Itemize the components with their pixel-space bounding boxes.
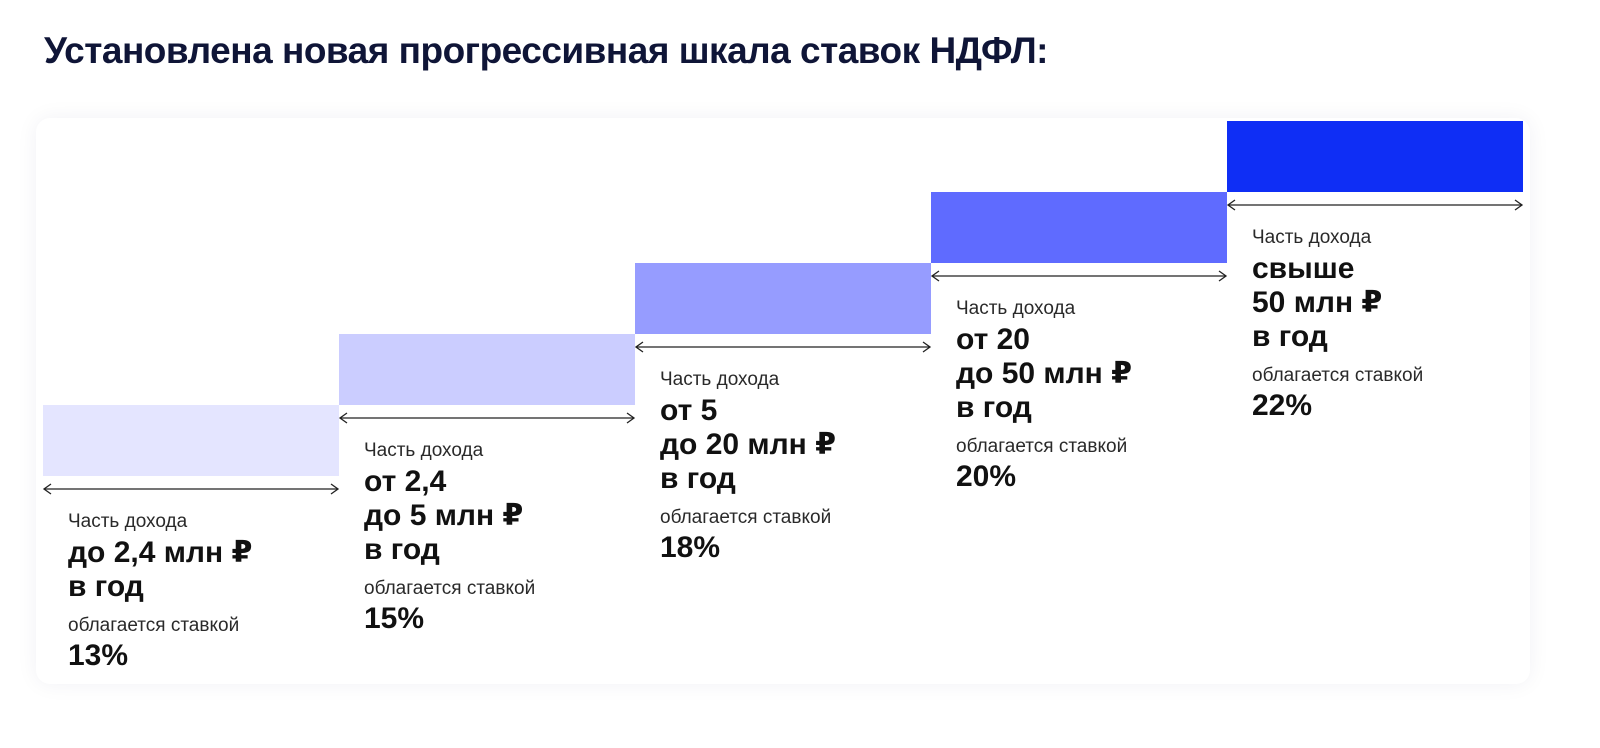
income-range-line: в год bbox=[364, 533, 440, 566]
income-range-line: 50 млн ₽ bbox=[1252, 286, 1383, 319]
income-range: от 2,4 до 5 млн ₽ в год bbox=[364, 465, 535, 567]
income-range-line: до 5 млн ₽ bbox=[364, 499, 524, 532]
tier-bar-1 bbox=[43, 405, 339, 476]
tier-bar-3 bbox=[635, 263, 931, 334]
tier-text-1: Часть дохода до 2,4 млн ₽ в год облагается … bbox=[68, 510, 252, 674]
income-range-line: в год bbox=[956, 391, 1032, 424]
tax-rate: 20% bbox=[956, 460, 1017, 493]
tax-rate: 18% bbox=[660, 531, 721, 564]
income-range-line: от 5 bbox=[660, 394, 718, 427]
range-arrow-5 bbox=[1226, 198, 1524, 212]
income-range-line: в год bbox=[1252, 320, 1328, 353]
income-part-caption: Часть дохода bbox=[956, 298, 1076, 319]
tier-bar-2 bbox=[339, 334, 635, 405]
income-part-caption: Часть дохода bbox=[660, 369, 780, 390]
income-range-line: свыше bbox=[1252, 252, 1355, 285]
tax-scale-panel bbox=[36, 118, 1530, 684]
tier-text-3: Часть дохода от 5 до 20 млн ₽ в год облагает… bbox=[660, 368, 836, 566]
income-range-line: от 2,4 bbox=[364, 465, 447, 498]
income-range-line: в год bbox=[68, 570, 144, 603]
tier-text-2: Часть дохода от 2,4 до 5 млн ₽ в год облагае… bbox=[364, 439, 535, 637]
income-part-caption: Часть дохода bbox=[364, 440, 484, 461]
income-range-line: от 20 bbox=[956, 323, 1030, 356]
range-arrow-1 bbox=[42, 482, 340, 496]
rate-caption: облагается ставкой bbox=[68, 615, 240, 636]
range-arrow-3 bbox=[634, 340, 932, 354]
rate-caption: облагается ставкой bbox=[660, 507, 832, 528]
tier-text-4: Часть дохода от 20 до 50 млн ₽ в год облагае… bbox=[956, 297, 1132, 495]
income-range: свыше 50 млн ₽ в год bbox=[1252, 252, 1423, 354]
income-range: от 20 до 50 млн ₽ в год bbox=[956, 323, 1132, 425]
rate-caption: облагается ставкой bbox=[364, 578, 536, 599]
tax-rate: 22% bbox=[1252, 389, 1313, 422]
tax-rate: 15% bbox=[364, 602, 425, 635]
income-part-caption: Часть дохода bbox=[68, 511, 188, 532]
income-part-caption: Часть дохода bbox=[1252, 227, 1372, 248]
income-range: от 5 до 20 млн ₽ в год bbox=[660, 394, 836, 496]
page-title: Установлена новая прогрессивная шкала ст… bbox=[44, 30, 1049, 71]
income-range-line: до 20 млн ₽ bbox=[660, 428, 836, 461]
tier-bar-5 bbox=[1227, 121, 1523, 192]
income-range: до 2,4 млн ₽ в год bbox=[68, 536, 252, 604]
tax-rate: 13% bbox=[68, 639, 129, 672]
rate-caption: облагается ставкой bbox=[956, 436, 1128, 457]
rate-caption: облагается ставкой bbox=[1252, 365, 1424, 386]
income-range-line: до 2,4 млн ₽ bbox=[68, 536, 253, 569]
tier-text-5: Часть дохода свыше 50 млн ₽ в год облагается… bbox=[1252, 226, 1423, 424]
range-arrow-4 bbox=[930, 269, 1228, 283]
income-range-line: до 50 млн ₽ bbox=[956, 357, 1132, 390]
range-arrow-2 bbox=[338, 411, 636, 425]
income-range-line: в год bbox=[660, 462, 736, 495]
tier-bar-4 bbox=[931, 192, 1227, 263]
